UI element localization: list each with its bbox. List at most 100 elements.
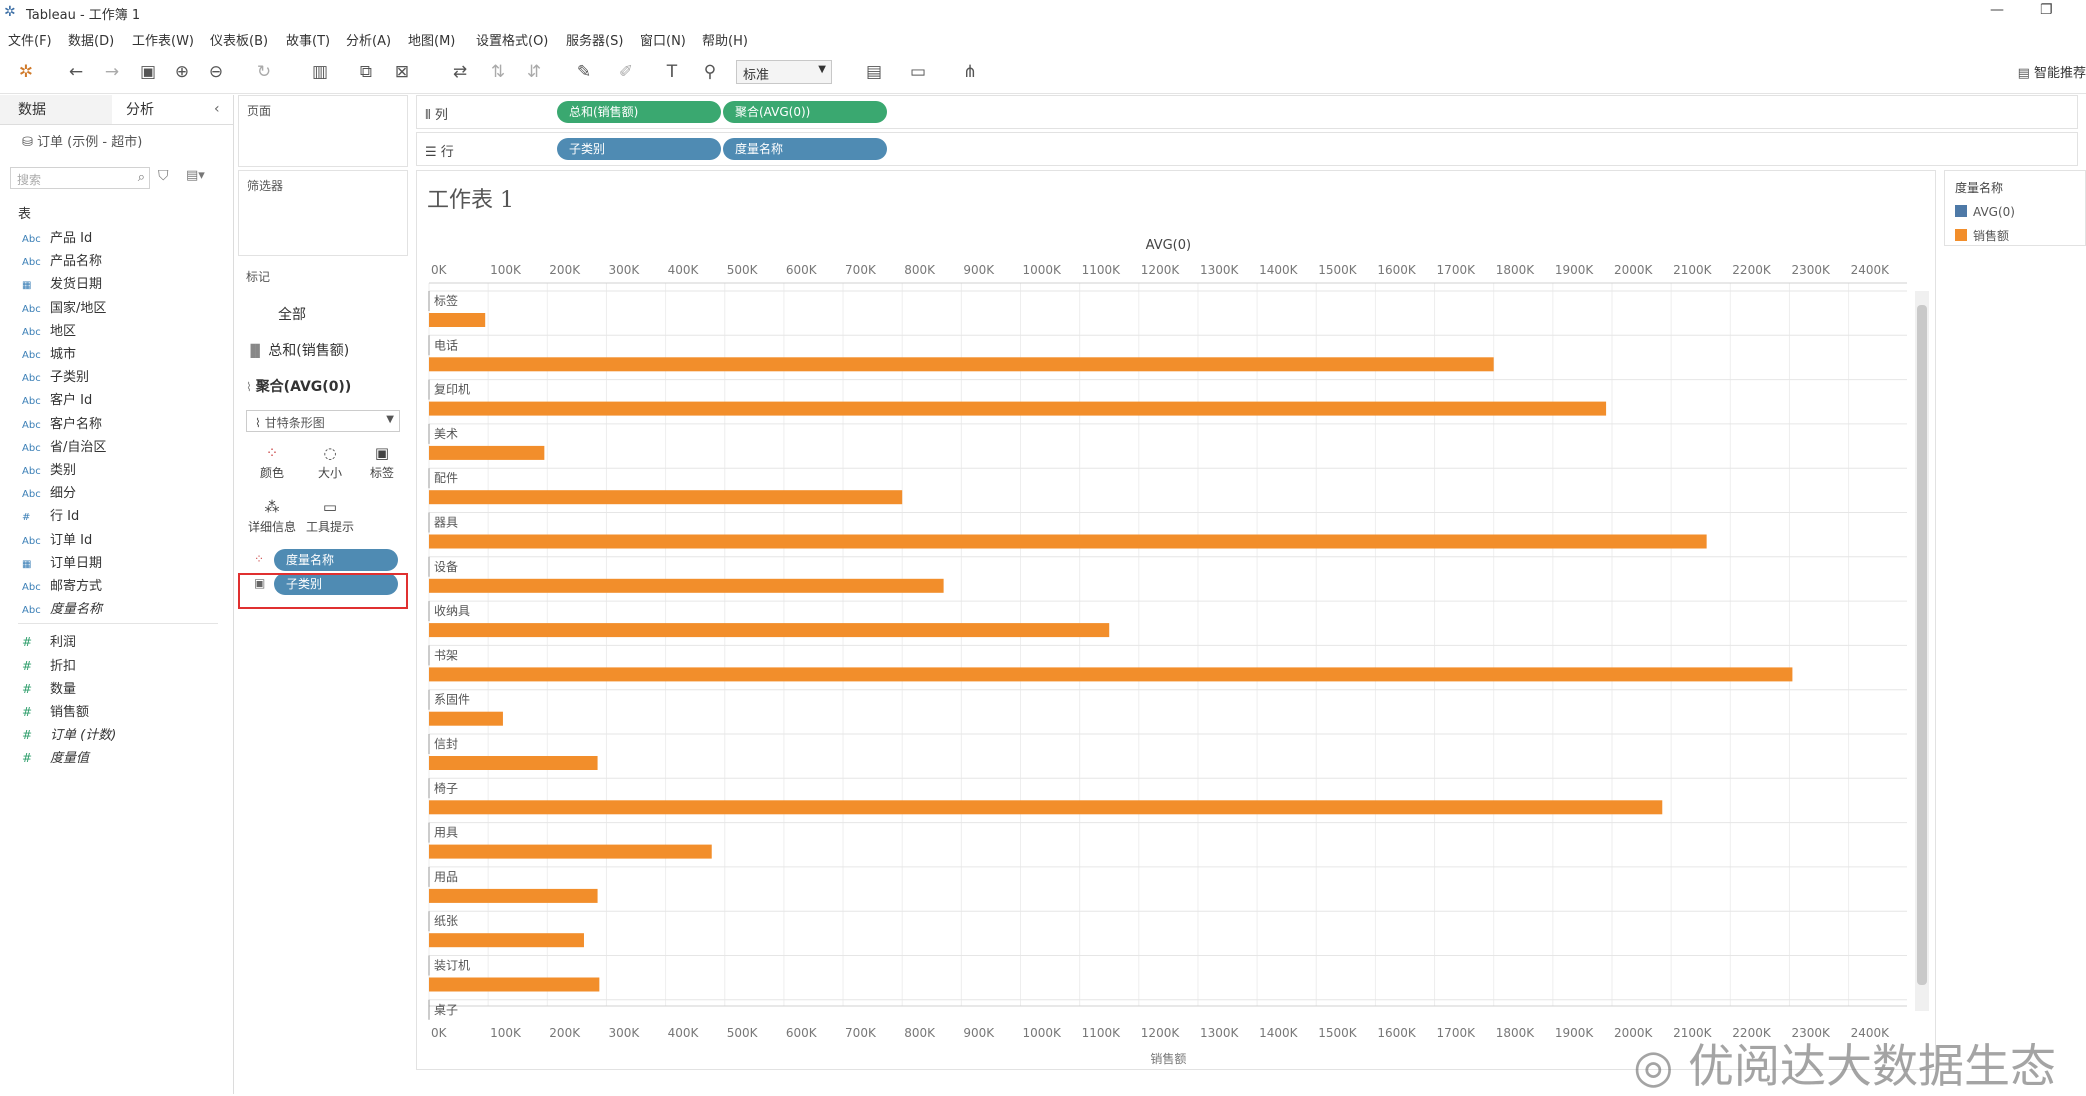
dimension-field[interactable]: Abc 地区 (22, 320, 76, 340)
new-worksheet-icon[interactable]: ▥ (311, 62, 329, 82)
field-label: 产品名称 (50, 254, 103, 270)
new-datasource-icon[interactable]: ⊕ (174, 62, 190, 82)
menu-map[interactable]: 地图(M) (408, 34, 456, 49)
pause-updates-icon[interactable]: ⊖ (208, 62, 224, 82)
dimension-field[interactable]: Abc 订单 Id (22, 529, 92, 549)
bar-chart: 工作表 1 AVG(0) 0K 0K 100K 100K 200K 200K 300K 300K 4… (427, 188, 1907, 1066)
back-icon[interactable]: ← (68, 62, 84, 82)
dimension-field[interactable]: # 行 Id (22, 505, 79, 525)
watermark-text: 优阅达大数据生态 (1688, 1039, 2056, 1093)
bottom-tick-label: 100K (490, 1026, 522, 1040)
tab-analysis[interactable]: 分析 (108, 95, 234, 125)
rows-shelf[interactable]: ☰ 行 子类别 度量名称 (416, 132, 2078, 166)
color-button[interactable]: ⁘ 颜色 (246, 442, 298, 486)
pill-subcategory-label[interactable]: 子类别 (274, 573, 398, 595)
field-label: 客户 Id (50, 393, 93, 409)
dimension-field[interactable]: Abc 城市 (22, 343, 76, 363)
tooltip-button[interactable]: ▭ 工具提示 (304, 496, 356, 540)
clear-sheet-icon[interactable]: ⊠ (394, 62, 410, 82)
save-icon[interactable]: ▣ (139, 62, 157, 82)
dimension-field[interactable]: Abc 子类别 (22, 366, 89, 386)
bottom-tick-label: 1500K (1318, 1026, 1358, 1040)
field-label: 子类别 (50, 370, 90, 386)
top-tick-label: 2200K (1732, 263, 1772, 277)
legend-item-sales[interactable]: 销售额 (1955, 227, 2009, 244)
fit-select[interactable]: 标准 ▼ (736, 60, 832, 84)
presentation-icon[interactable]: ▭ (909, 62, 927, 82)
filters-card[interactable]: 筛选器 (238, 170, 408, 256)
dimension-field[interactable]: Abc 产品名称 (22, 250, 102, 270)
tab-data[interactable]: 数据 (0, 95, 112, 125)
measure-field[interactable]: # 数量 (22, 678, 76, 698)
mark-type-select[interactable]: ⌇ 甘特条形图 ▼ (246, 410, 400, 432)
measure-field[interactable]: # 销售额 (22, 701, 89, 721)
dimension-field[interactable]: ▦ 订单日期 (22, 552, 102, 572)
dimension-field[interactable]: Abc 度量名称 (22, 598, 102, 618)
search-input[interactable]: 搜索 ⌕ (10, 167, 150, 189)
sort-asc-icon[interactable]: ⇅ (490, 62, 506, 82)
pill-sum-sales[interactable]: 总和(销售额) (557, 101, 721, 123)
dimension-field[interactable]: ▦ 发货日期 (22, 273, 102, 293)
view-options-icon[interactable]: ▤▾ (186, 168, 205, 183)
measure-field[interactable]: # 订单 (计数) (22, 724, 116, 744)
pill-measure-names[interactable]: 度量名称 (723, 138, 887, 160)
menu-story[interactable]: 故事(T) (286, 34, 331, 49)
pin-icon[interactable]: ⚲ (703, 62, 717, 82)
menu-format[interactable]: 设置格式(O) (476, 34, 549, 49)
menu-window[interactable]: 窗口(N) (640, 34, 686, 49)
menu-file[interactable]: 文件(F) (8, 34, 52, 49)
dimension-field[interactable]: Abc 细分 (22, 482, 76, 502)
pages-title: 页面 (247, 104, 272, 118)
top-tick-label: 1900K (1555, 263, 1595, 277)
dimension-field[interactable]: Abc 邮寄方式 (22, 575, 102, 595)
tableau-start-icon[interactable]: ✲ (18, 62, 34, 82)
scrollbar-thumb[interactable] (1917, 305, 1927, 985)
sort-desc-icon[interactable]: ⇵ (526, 62, 542, 82)
detail-button[interactable]: ⁂ 详细信息 (246, 496, 298, 540)
size-button[interactable]: ◌ 大小 (304, 442, 356, 486)
database-icon: ⛁ (22, 135, 38, 150)
show-cards-icon[interactable]: ▤ (865, 62, 883, 82)
show-labels-icon[interactable]: T (666, 62, 678, 82)
dimension-field[interactable]: Abc 客户 Id (22, 389, 92, 409)
category-label: 书架 (434, 648, 458, 662)
pill-subcategory[interactable]: 子类别 (557, 138, 721, 160)
pill-measure-names-color[interactable]: 度量名称 (274, 549, 398, 571)
show-me-button[interactable]: ▤ 智能推荐 (2018, 62, 2086, 81)
dimension-field[interactable]: Abc 类别 (22, 459, 76, 479)
vertical-scrollbar[interactable] (1915, 291, 1929, 1011)
restore-icon[interactable]: ❐ (2040, 2, 2053, 18)
share-icon[interactable]: ⋔ (962, 62, 978, 82)
group-icon[interactable]: ✐ (618, 62, 634, 82)
dimension-field[interactable]: Abc 省/自治区 (22, 436, 106, 456)
label-button[interactable]: ▣ 标签 (356, 442, 408, 486)
minimize-icon[interactable]: — (1990, 2, 2004, 18)
dimension-field[interactable]: Abc 国家/地区 (22, 297, 106, 317)
menu-server[interactable]: 服务器(S) (566, 34, 624, 49)
swap-icon[interactable]: ⇄ (452, 62, 468, 82)
columns-shelf[interactable]: ⦀ 列 总和(销售额) 聚合(AVG(0)) (416, 95, 2078, 129)
refresh-icon[interactable]: ↻ (256, 62, 272, 82)
duplicate-icon[interactable]: ⧉ (359, 62, 373, 82)
menu-analysis[interactable]: 分析(A) (346, 34, 392, 49)
dimension-field[interactable]: Abc 客户名称 (22, 413, 102, 433)
measure-field[interactable]: # 度量值 (22, 747, 89, 767)
datasource[interactable]: ⛁ 订单 (示例 - 超市) (22, 131, 142, 150)
highlight-icon[interactable]: ✎ (576, 62, 592, 82)
measure-field[interactable]: # 利润 (22, 631, 76, 651)
pill-avg-zero[interactable]: 聚合(AVG(0)) (723, 101, 887, 123)
marks-tab-avg[interactable]: ⌇ 聚合(AVG(0)) (246, 376, 351, 396)
measure-field[interactable]: # 折扣 (22, 655, 76, 675)
pages-card[interactable]: 页面 (238, 95, 408, 167)
forward-icon[interactable]: → (104, 62, 120, 82)
marks-tab-all[interactable]: 全部 (278, 307, 306, 323)
menu-dashboard[interactable]: 仪表板(B) (210, 34, 269, 49)
filter-icon[interactable]: ⛉ (158, 168, 169, 184)
dimension-field[interactable]: Abc 产品 Id (22, 227, 92, 247)
legend-item-avg[interactable]: AVG(0) (1955, 205, 2015, 219)
collapse-icon[interactable]: ‹ (214, 101, 220, 117)
marks-tab-sum-sales[interactable]: ▐▌ 总和(销售额) (246, 340, 349, 360)
menu-data[interactable]: 数据(D) (68, 34, 115, 49)
menu-worksheet[interactable]: 工作表(W) (132, 34, 194, 49)
menu-help[interactable]: 帮助(H) (702, 34, 748, 49)
